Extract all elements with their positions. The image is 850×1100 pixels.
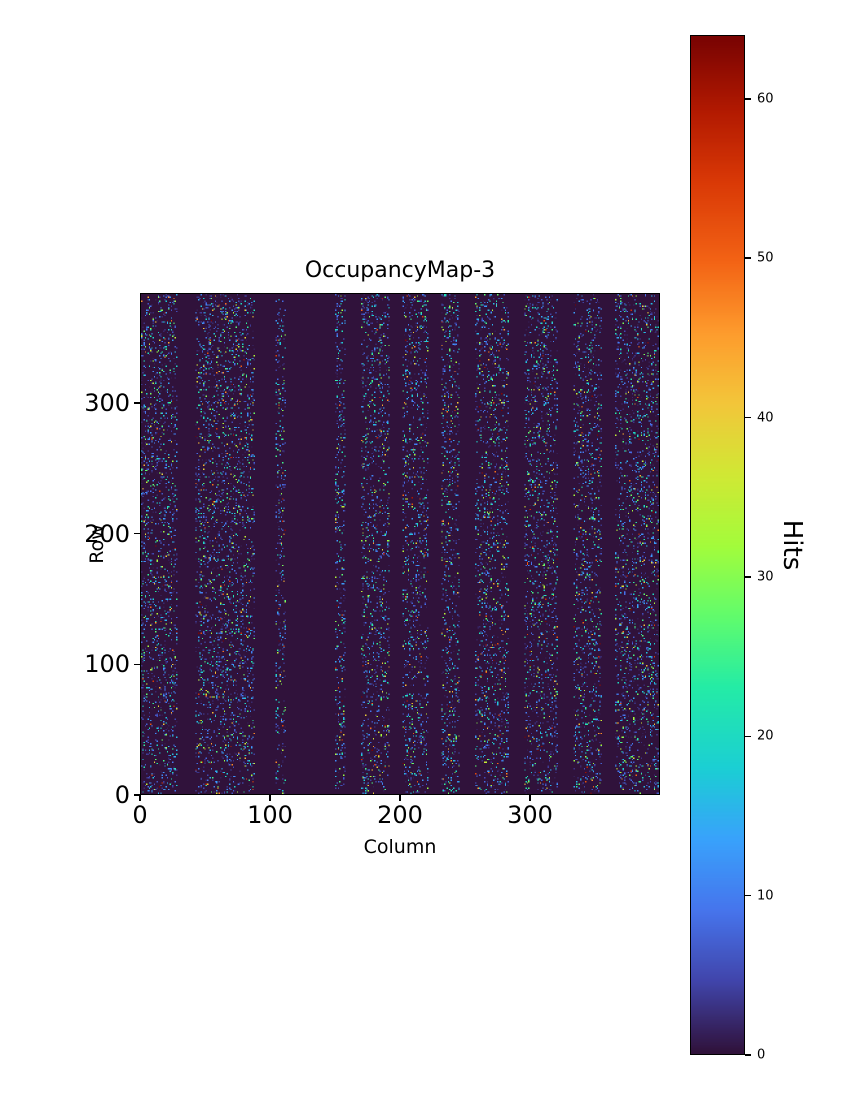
colorbar-gradient-canvas xyxy=(691,36,744,1054)
x-axis-label: Column xyxy=(363,836,437,858)
colorbar-tick-mark xyxy=(745,576,751,578)
x-tick-label: 100 xyxy=(247,801,293,829)
x-tick-label: 200 xyxy=(377,801,423,829)
y-tick-label: 200 xyxy=(84,519,130,548)
colorbar-tick-label: 20 xyxy=(757,728,774,744)
colorbar-tick-mark xyxy=(745,416,751,419)
heatmap-plot-area xyxy=(140,293,660,795)
colorbar-tick-label: 0 xyxy=(757,1047,766,1063)
y-tick-label: 300 xyxy=(84,388,130,417)
colorbar-tick-mark xyxy=(745,1054,751,1056)
y-tick-label: 100 xyxy=(84,650,130,679)
heatmap-canvas xyxy=(141,294,659,794)
colorbar-tick-mark xyxy=(745,98,751,100)
x-tick-mark xyxy=(139,795,141,801)
y-tick-mark xyxy=(134,794,140,796)
x-tick-mark xyxy=(529,795,531,801)
colorbar xyxy=(690,35,745,1055)
colorbar-tick-mark xyxy=(745,894,751,897)
colorbar-tick-mark xyxy=(745,735,751,737)
y-tick-mark xyxy=(134,402,140,404)
y-tick-mark xyxy=(134,663,140,666)
x-tick-label: 0 xyxy=(132,801,148,829)
colorbar-tick-label: 30 xyxy=(757,569,774,585)
x-tick-label: 300 xyxy=(507,801,553,829)
y-tick-label: 0 xyxy=(114,781,130,809)
x-tick-mark xyxy=(399,795,401,801)
y-tick-mark xyxy=(134,532,140,535)
x-tick-mark xyxy=(269,795,271,801)
colorbar-tick-label: 10 xyxy=(757,888,774,904)
colorbar-tick-label: 50 xyxy=(757,250,774,266)
colorbar-tick-label: 40 xyxy=(757,410,774,425)
chart-title: OccupancyMap-3 xyxy=(304,258,496,283)
colorbar-tick-label: 60 xyxy=(757,91,774,107)
colorbar-label: Hits xyxy=(777,519,807,571)
colorbar-tick-mark xyxy=(745,257,751,259)
